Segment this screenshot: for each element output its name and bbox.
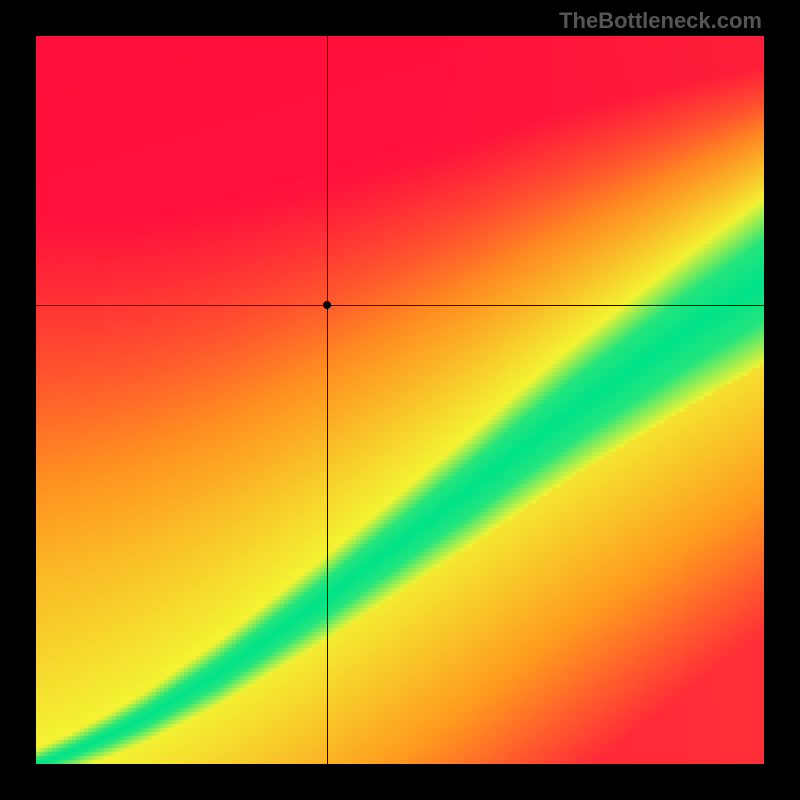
watermark-text: TheBottleneck.com	[559, 8, 762, 34]
heatmap-canvas	[36, 36, 764, 764]
heatmap-plot	[36, 36, 764, 764]
